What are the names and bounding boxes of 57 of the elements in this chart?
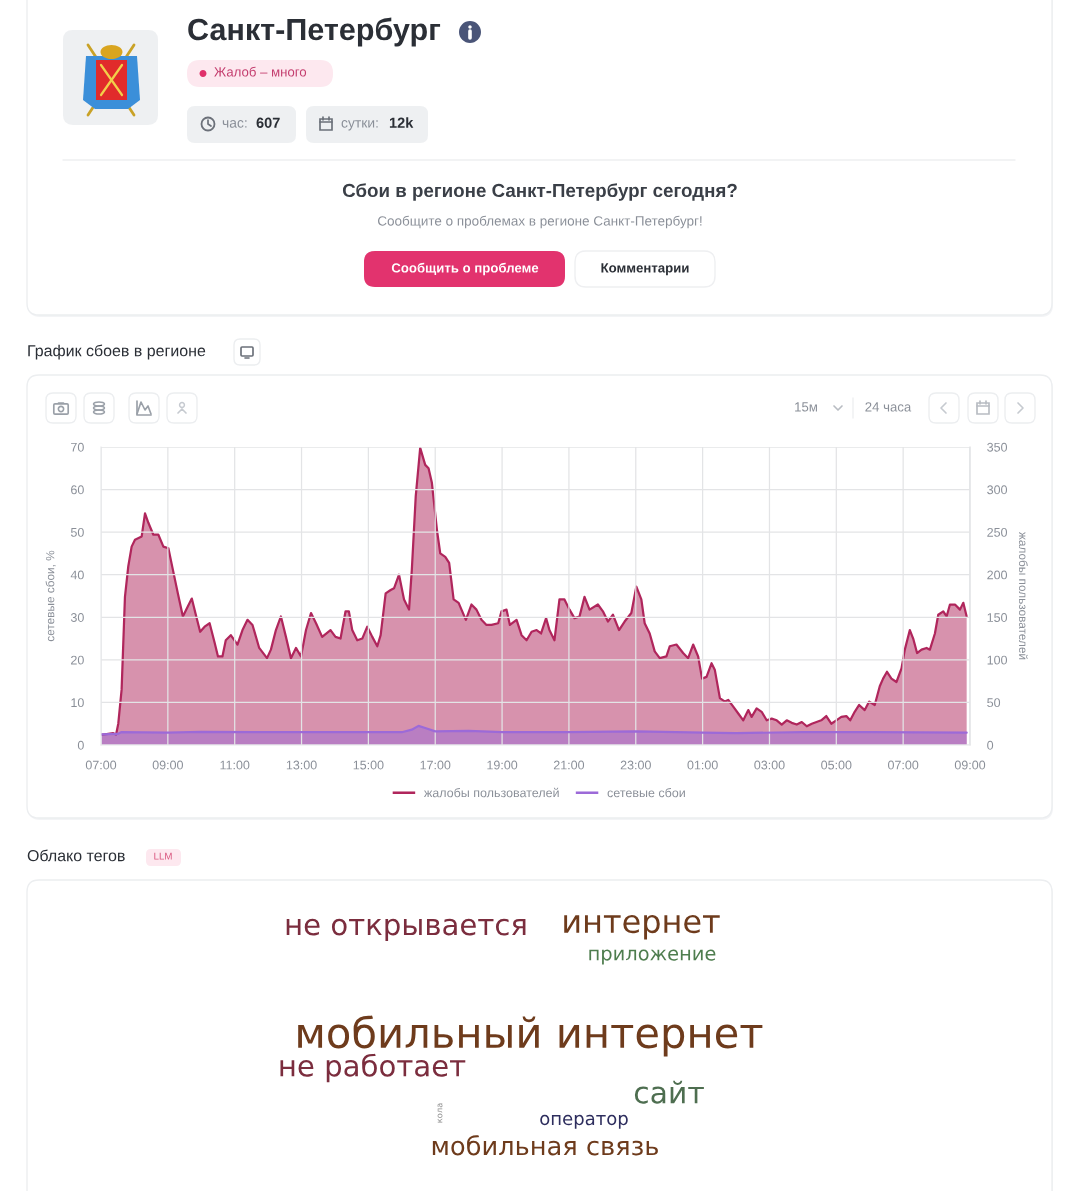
legend-label: сетевые сбои — [607, 787, 685, 798]
y2-tick-label: 150 — [987, 613, 1008, 622]
y-tick-label: 50 — [70, 527, 84, 537]
text: Сообщите о проблемах в регионе Санкт-Петербург! — [378, 215, 702, 229]
y-tick-label: 40 — [70, 570, 84, 580]
x-tick-label: 11:00 — [220, 760, 250, 770]
y2-axis-title: жалобы пользователей — [1018, 532, 1028, 660]
text: приложение — [589, 949, 716, 965]
y2-tick-label: 200 — [987, 570, 1008, 580]
text: мобильная связь — [432, 1135, 658, 1156]
x-tick-label: 07:00 — [888, 760, 919, 770]
x-tick-label: 01:00 — [687, 760, 718, 770]
x-tick-label: 13:00 — [286, 760, 317, 770]
text: Комментарии — [601, 263, 689, 276]
text: кола — [437, 1103, 443, 1123]
text: сутки: — [341, 120, 378, 131]
x-tick-label: 09:00 — [954, 760, 986, 770]
x-tick-label: 19:00 — [487, 760, 518, 770]
x-tick-label: 23:00 — [620, 760, 651, 770]
chart-title: График сбоев в регионе — [28, 344, 206, 360]
y-tick-label: 20 — [71, 655, 84, 665]
y2-tick-label: 250 — [987, 527, 1008, 537]
text: LLM — [154, 852, 172, 860]
x-tick-label: 21:00 — [553, 760, 585, 770]
text: 24 часа — [865, 402, 912, 412]
y-tick-label: 30 — [70, 613, 84, 622]
text: 12k — [389, 117, 414, 128]
text: Облако тегов — [27, 849, 125, 862]
text: Сообщить о проблеме — [391, 262, 539, 276]
y-tick-label: 10 — [71, 698, 84, 708]
y2-tick-label: 100 — [987, 655, 1008, 665]
x-tick-label: 15:00 — [353, 760, 384, 770]
y-axis-title: сетевые сбои, % — [45, 550, 56, 642]
y-tick-label: 0 — [77, 740, 84, 750]
x-tick-label: 17:00 — [420, 760, 451, 770]
text: час: — [222, 120, 247, 128]
legend-label: жалобы пользователей — [423, 787, 559, 798]
text: не открывается — [286, 918, 526, 942]
y-tick-label: 70 — [71, 442, 84, 452]
text: сайт — [634, 1080, 704, 1104]
text: 15м — [795, 402, 817, 412]
text: Жалоб – много — [214, 66, 307, 77]
text: интернет — [564, 914, 720, 940]
y2-tick-label: 50 — [987, 698, 1001, 708]
text: не работает — [280, 1053, 466, 1083]
y2-tick-label: 350 — [987, 442, 1008, 452]
y2-tick-label: 300 — [987, 485, 1008, 495]
text: оператор — [540, 1114, 628, 1129]
x-tick-label: 09:00 — [152, 760, 183, 770]
text: 607 — [256, 117, 280, 128]
x-tick-label: 05:00 — [821, 760, 852, 770]
y2-tick-label: 0 — [987, 740, 994, 750]
x-tick-label: 07:00 — [85, 760, 117, 770]
y-tick-label: 60 — [71, 485, 84, 495]
x-tick-label: 03:00 — [754, 760, 785, 770]
text: Санкт-Петербург — [188, 17, 441, 47]
text: Сбои в регионе Санкт-Петербург сегодня? — [342, 183, 737, 201]
